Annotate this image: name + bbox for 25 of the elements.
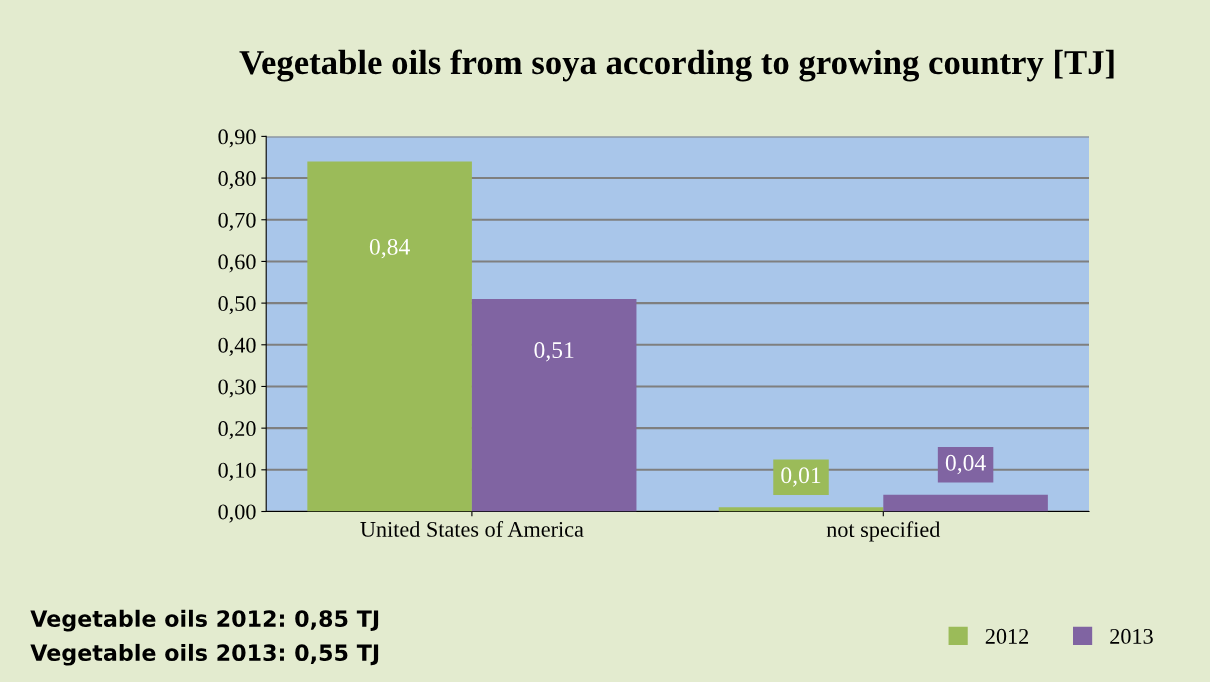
y-tick-label: 0,20 [218, 421, 256, 440]
y-tick-label: 0,90 [218, 129, 256, 148]
bar [307, 161, 472, 512]
legend-label: 2013 [1110, 628, 1153, 644]
y-tick-label: 0,50 [218, 296, 256, 315]
y-tick-label: 0,40 [218, 337, 256, 356]
data-label: 0,84 [369, 238, 410, 259]
data-label: 0,01 [781, 467, 821, 487]
y-tick-label: 0,10 [218, 462, 256, 481]
data-label: 0,04 [945, 454, 986, 475]
y-tick-label: 0,60 [218, 254, 256, 273]
y-tick-label: 0,30 [218, 379, 256, 398]
legend-label: 2012 [985, 628, 1029, 644]
y-tick-label: 0,70 [218, 212, 256, 231]
data-label: 0,51 [534, 342, 574, 362]
bar [883, 494, 1048, 512]
bar [718, 507, 884, 512]
x-tick-label: not specified [826, 521, 941, 542]
chart-title: Vegetable oils from soya according to growing country [TJ] [239, 49, 1114, 82]
y-tick-label: 0,00 [218, 504, 256, 523]
text: Vegetable oils 2012: 0,85 TJ [30, 609, 379, 632]
text: Vegetable oils 2013: 0,55 TJ [30, 643, 379, 666]
bar [471, 298, 637, 512]
y-tick-label: 0,80 [218, 171, 256, 190]
x-tick-label: United States of America [360, 521, 584, 537]
